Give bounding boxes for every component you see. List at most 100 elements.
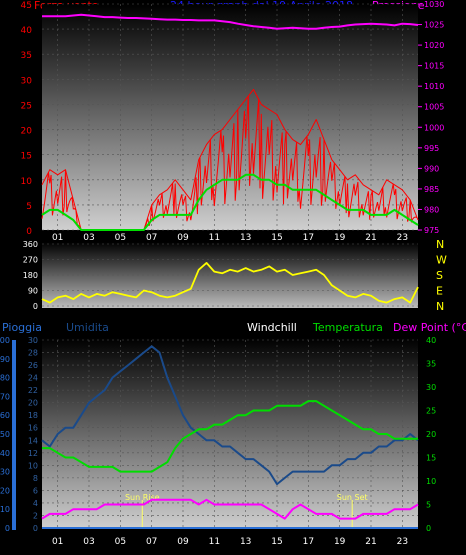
wind-y-tick-label: 15 xyxy=(21,152,32,162)
humidity-y-tick-label: 4 xyxy=(33,499,38,508)
temp-x-tick-label: 05 xyxy=(115,537,126,547)
direction-y-tick-label: 180 xyxy=(23,271,38,280)
rain-y-ticks: 0 10 20 30 40 50 60 70 80 90 100 xyxy=(0,336,10,533)
temp-x-tick-label: 01 xyxy=(52,537,63,547)
temp-y-tick-label: 35 xyxy=(426,360,436,369)
rain-y-tick-label: 90 xyxy=(0,355,10,364)
temp-x-ticks: 01 03 05 07 09 11 13 15 17 19 21 23 xyxy=(52,537,408,547)
pressure-y-tick-label: 1025 xyxy=(424,21,444,30)
pressure-y-tick-label: 975 xyxy=(424,226,439,235)
pressure-line xyxy=(42,13,419,30)
humidity-y-tick-label: 18 xyxy=(28,411,38,420)
pressure-y-tick-label: 990 xyxy=(424,164,439,173)
rain-y-tick-label: 0 xyxy=(5,524,10,533)
wind-y-tick-label: 20 xyxy=(21,127,33,137)
temp-x-tick-label: 17 xyxy=(303,537,314,547)
temp-y-tick-label: 40 xyxy=(426,336,436,345)
direction-letter: S xyxy=(436,269,443,282)
wind-x-ticks: 01 03 05 07 09 11 13 15 17 19 21 23 xyxy=(52,233,408,243)
wind-x-tick-label: 23 xyxy=(397,233,408,243)
sun-marker-label: Sun Set xyxy=(337,493,368,502)
temp-x-tick-label: 23 xyxy=(397,537,408,547)
wind-x-tick-label: 03 xyxy=(83,233,94,243)
wind-average-line xyxy=(41,173,419,231)
humidity-y-tick-label: 20 xyxy=(28,399,38,408)
direction-y-tick-label: 360 xyxy=(23,240,38,249)
pressure-y-tick-label: 1020 xyxy=(424,41,444,50)
wind-y-ticks: 0 5 10 15 20 25 30 35 40 45 xyxy=(21,1,33,237)
humidity-y-tick-label: 8 xyxy=(33,474,38,483)
humidity-y-tick-label: 26 xyxy=(28,361,38,370)
humidity-y-tick-label: 12 xyxy=(28,449,38,458)
humidity-y-tick-label: 30 xyxy=(28,336,38,345)
direction-letter: E xyxy=(436,285,443,298)
humidity-y-tick-label: 14 xyxy=(28,436,38,445)
wind-y-tick-label: 45 xyxy=(21,1,32,11)
wind-x-tick-label: 11 xyxy=(209,233,220,243)
direction-y-tick-label: 0 xyxy=(33,302,38,311)
humidity-y-tick-label: 6 xyxy=(33,486,38,495)
temp-x-tick-label: 11 xyxy=(209,537,220,547)
wind-x-tick-label: 01 xyxy=(52,233,63,243)
wind-x-tick-label: 17 xyxy=(303,233,314,243)
temp-x-tick-label: 15 xyxy=(271,537,282,547)
wind-plot-area xyxy=(42,4,418,230)
pressure-y-tick-label: 1015 xyxy=(424,62,444,71)
temp-series xyxy=(41,345,419,529)
humidity-y-tick-label: 2 xyxy=(33,511,38,520)
wind-y-tick-label: 0 xyxy=(26,227,32,237)
wind-x-tick-label: 13 xyxy=(240,233,251,243)
pressure-y-ticks: 975 980 985 990 995 1000 1005 1010 1015 1020 1025 1… xyxy=(418,0,444,235)
temp-y-tick-label: 25 xyxy=(426,407,436,416)
pressure-y-tick-label: 995 xyxy=(424,144,439,153)
legend-dewpoint: Dew Point (°C) xyxy=(393,321,466,334)
pressure-y-tick-label: 1000 xyxy=(424,123,444,132)
temp-x-tick-label: 09 xyxy=(177,537,189,547)
temp-y-tick-label: 10 xyxy=(426,477,436,486)
wind-x-tick-label: 15 xyxy=(271,233,282,243)
temp-y-tick-label: 15 xyxy=(426,454,436,463)
wind-x-tick-label: 07 xyxy=(146,233,157,243)
pressure-y-tick-label: 1005 xyxy=(424,103,444,112)
wind-y-tick-label: 40 xyxy=(21,26,33,36)
wind-y-tick-label: 30 xyxy=(21,76,33,86)
temp-y-ticks: 0 5 10 15 20 25 30 35 40 xyxy=(426,336,436,533)
humidity-y-tick-label: 24 xyxy=(28,374,38,383)
humidity-y-tick-label: 28 xyxy=(28,349,38,358)
temperature-line xyxy=(42,400,418,473)
pressure-y-tick-label: 1010 xyxy=(424,82,444,91)
legend-humidity: Umidita xyxy=(66,321,109,334)
direction-y-tick-label: 90 xyxy=(28,287,38,296)
direction-y-tick-label: 270 xyxy=(23,256,38,265)
wind-y-tick-label: 25 xyxy=(21,101,32,111)
wind-y-tick-label: 5 xyxy=(26,202,32,212)
temp-x-tick-label: 07 xyxy=(146,537,157,547)
dewpoint-line xyxy=(41,498,419,520)
rain-y-tick-label: 60 xyxy=(0,411,10,420)
temp-x-tick-label: 03 xyxy=(83,537,94,547)
direction-letter: N xyxy=(436,238,444,251)
legend-rain: Pioggia xyxy=(2,321,42,334)
wind-x-tick-label: 19 xyxy=(334,233,346,243)
direction-series xyxy=(41,261,419,304)
wind-x-tick-label: 21 xyxy=(365,233,376,243)
wind-x-tick-label: 05 xyxy=(115,233,126,243)
wind-y-tick-label: 10 xyxy=(21,177,33,187)
wind-x-tick-label: 09 xyxy=(177,233,189,243)
rain-y-tick-label: 50 xyxy=(0,430,10,439)
legend-windchill: Windchill xyxy=(247,321,297,334)
rain-y-tick-label: 80 xyxy=(0,374,10,383)
wind-direction-line xyxy=(41,261,419,304)
direction-letter: W xyxy=(436,254,447,267)
humidity-y-tick-label: 10 xyxy=(28,461,38,470)
pressure-y-tick-label: 985 xyxy=(424,185,439,194)
rain-axis-bar xyxy=(12,340,16,530)
humidity-line xyxy=(41,345,419,486)
temp-plot-area xyxy=(42,338,418,528)
humidity-y-tick-label: 22 xyxy=(28,386,38,395)
humidity-y-tick-label: 16 xyxy=(28,424,38,433)
humidity-y-tick-label: 0 xyxy=(33,524,38,533)
rain-y-tick-label: 100 xyxy=(0,336,10,345)
